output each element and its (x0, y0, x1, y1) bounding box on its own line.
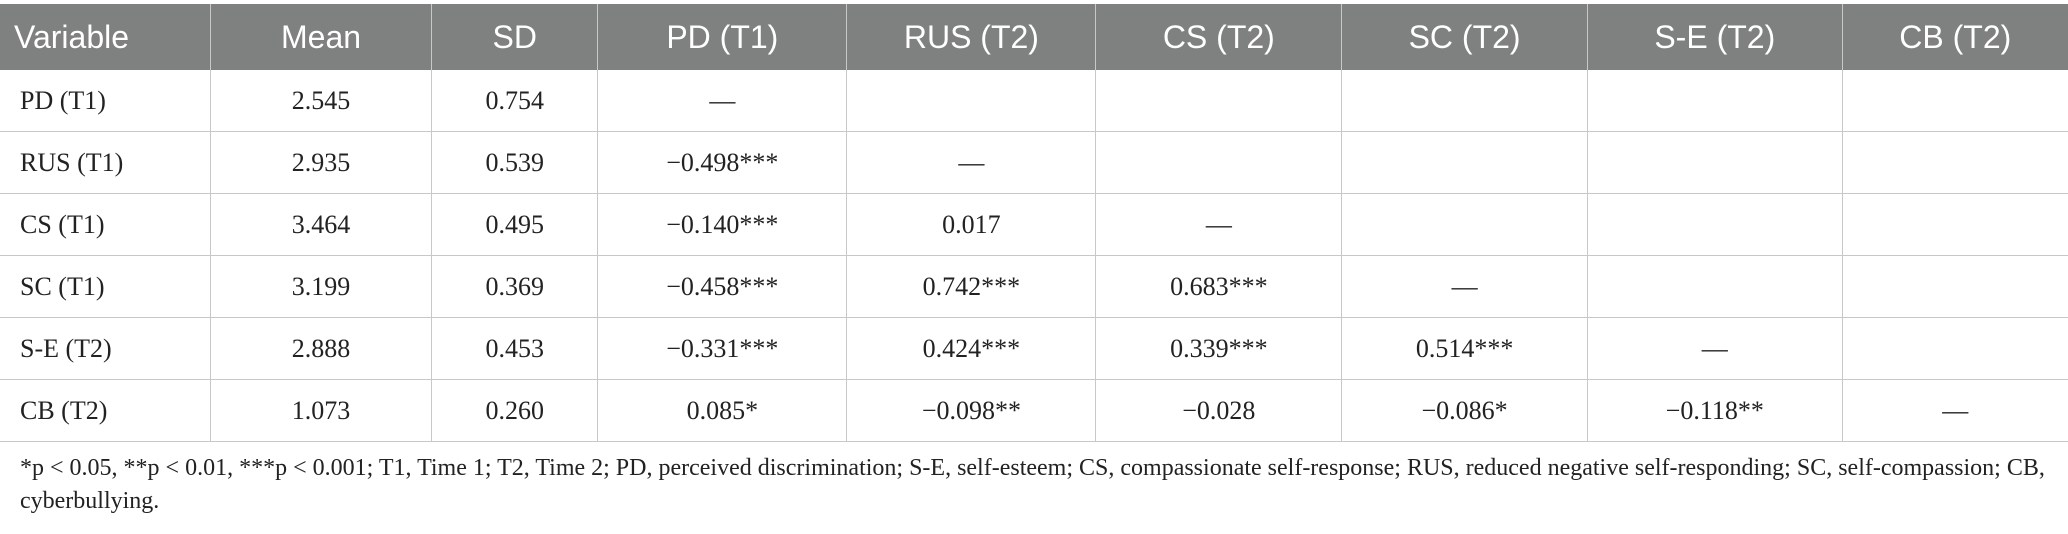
column-header: Variable (0, 4, 211, 70)
table-cell: −0.331*** (597, 317, 848, 380)
table-cell: −0.028 (1095, 379, 1343, 442)
row-label: SC (T1) (0, 255, 211, 318)
table-cell (1842, 317, 2068, 380)
table-cell: — (846, 131, 1097, 194)
table-cell (1842, 70, 2068, 132)
table-cell (1842, 131, 2068, 194)
table-row: RUS (T1) 2.935 0.539 −0.498*** — (0, 131, 2068, 194)
table-cell: 2.545 (210, 70, 433, 132)
correlation-table: Variable Mean SD PD (T1) RUS (T2) CS (T2) SC (… (0, 4, 2068, 442)
column-header: SD (431, 4, 599, 70)
table-cell: 0.754 (431, 70, 599, 132)
table-cell (1587, 70, 1843, 132)
table-cell: 0.742*** (846, 255, 1097, 318)
column-header: Mean (210, 4, 433, 70)
table-row: SC (T1) 3.199 0.369 −0.458*** 0.742*** 0.683*… (0, 255, 2068, 318)
column-header: CB (T2) (1842, 4, 2068, 70)
table-cell: 0.514*** (1341, 317, 1588, 380)
table-cell: 0.085* (597, 379, 848, 442)
table-cell: 0.495 (431, 193, 599, 256)
table-cell: −0.118** (1587, 379, 1843, 442)
table-cell (1341, 193, 1588, 256)
table-cell: 0.339*** (1095, 317, 1343, 380)
table-cell (1341, 131, 1588, 194)
table-row: PD (T1) 2.545 0.754— (0, 70, 2068, 132)
table-cell: −0.498*** (597, 131, 848, 194)
table-cell: −0.086* (1341, 379, 1588, 442)
table-cell (1842, 193, 2068, 256)
table-cell: — (1842, 379, 2068, 442)
table-footnote: *p < 0.05, **p < 0.01, ***p < 0.001; T1,… (20, 455, 2045, 514)
table-cell: — (1341, 255, 1588, 318)
table-cell: 3.464 (210, 193, 433, 256)
row-label: S-E (T2) (0, 317, 211, 380)
table-row: S-E (T2) 2.888 0.453 −0.331*** 0.424*** 0.339… (0, 317, 2068, 380)
table-cell (1587, 193, 1843, 256)
column-header: CS (T2) (1095, 4, 1343, 70)
row-label: CS (T1) (0, 193, 211, 256)
table-cell: 3.199 (210, 255, 433, 318)
table-cell: 0.453 (431, 317, 599, 380)
table-cell: 0.683*** (1095, 255, 1343, 318)
row-label: RUS (T1) (0, 131, 211, 194)
table-cell (1587, 131, 1843, 194)
table-row: CB (T2) 1.073 0.260 0.085* −0.098** −0.028 −0.… (0, 379, 2068, 442)
column-header: S-E (T2) (1587, 4, 1843, 70)
table-cell (1842, 255, 2068, 318)
table-cell: 0.017 (846, 193, 1097, 256)
table-cell: −0.098** (846, 379, 1097, 442)
column-header: RUS (T2) (846, 4, 1097, 70)
column-header: SC (T2) (1341, 4, 1588, 70)
table-cell: 0.260 (431, 379, 599, 442)
table-cell: 0.369 (431, 255, 599, 318)
table-cell: 1.073 (210, 379, 433, 442)
table-cell (1587, 255, 1843, 318)
table-body: PD (T1) 2.545 0.754— RUS (T1) 2.935 0.539 −0.4… (0, 70, 2068, 442)
table-cell: — (597, 70, 848, 132)
table-cell: −0.458*** (597, 255, 848, 318)
row-label: PD (T1) (0, 70, 211, 132)
table-cell: — (1095, 193, 1343, 256)
table-cell (846, 70, 1097, 132)
table-cell: 0.424*** (846, 317, 1097, 380)
row-label: CB (T2) (0, 379, 211, 442)
table-cell: 0.539 (431, 131, 599, 194)
table-cell (1095, 131, 1343, 194)
table-cell (1095, 70, 1343, 132)
table-cell (1341, 70, 1588, 132)
table-row: CS (T1) 3.464 0.495 −0.140*** 0.017— (0, 193, 2068, 256)
table-cell: — (1587, 317, 1843, 380)
table-cell: 2.888 (210, 317, 433, 380)
table-cell: 2.935 (210, 131, 433, 194)
table-header-row: Variable Mean SD PD (T1) RUS (T2) CS (T2) SC (… (0, 4, 2068, 70)
table-cell: −0.140*** (597, 193, 848, 256)
column-header: PD (T1) (597, 4, 848, 70)
